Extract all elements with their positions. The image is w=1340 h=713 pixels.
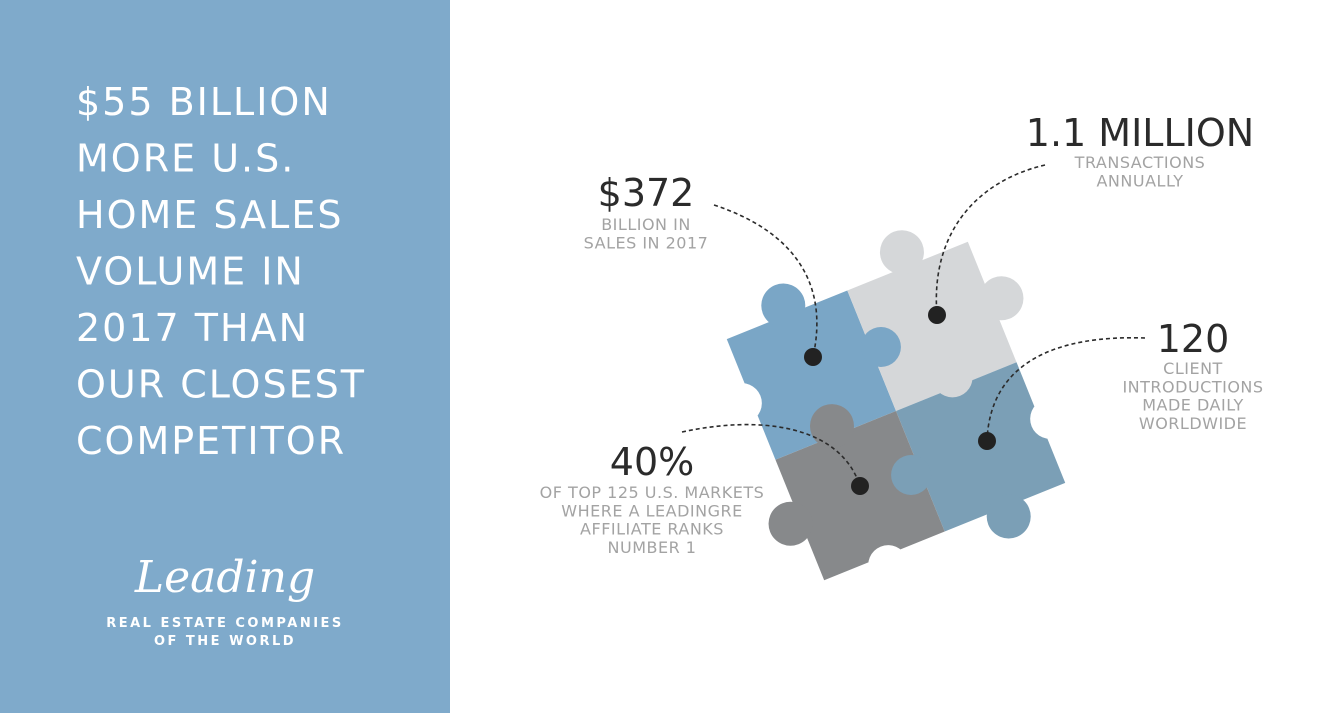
- socket: [1030, 398, 1071, 439]
- stat-value: 1.1 MILLION: [1026, 111, 1254, 155]
- stat-value: 40%: [610, 440, 694, 484]
- connector: [681, 423, 861, 487]
- knob: [979, 276, 1024, 321]
- knob: [761, 283, 806, 328]
- connector: [713, 204, 818, 358]
- stat-description: TRANSACTIONS: [1074, 153, 1206, 172]
- stat-description: WORLDWIDE: [1139, 414, 1247, 433]
- headline-line: MORE U.S.: [76, 137, 295, 181]
- stat-value: $372: [598, 171, 695, 215]
- knob: [891, 455, 932, 496]
- knob: [860, 326, 901, 367]
- stat-value: 120: [1157, 317, 1230, 361]
- headline-line: OUR CLOSEST: [76, 363, 366, 407]
- headline-line: COMPETITOR: [76, 419, 346, 463]
- stat-description: BILLION IN: [601, 215, 691, 234]
- left-panel: [0, 0, 450, 713]
- knob: [809, 404, 854, 449]
- connector: [986, 336, 1146, 442]
- stat-description: OF TOP 125 U.S. MARKETS: [540, 483, 765, 502]
- logo-script: Leading: [134, 552, 315, 603]
- dot: [851, 477, 869, 495]
- puzzle-piece: [847, 241, 1017, 411]
- headline: $55 BILLION MORE U.S. HOME SALES VOLUME IN 2…: [76, 80, 366, 463]
- stat-description: ANNUALLY: [1096, 171, 1183, 190]
- stat-description: INTRODUCTIONS: [1122, 377, 1263, 396]
- headline-line: 2017 THAN: [76, 306, 309, 350]
- headline-line: VOLUME IN: [76, 250, 305, 294]
- headline-line: HOME SALES: [76, 193, 343, 237]
- stat-description: SALES IN 2017: [584, 233, 709, 252]
- dot: [804, 348, 822, 366]
- stat-description: CLIENT: [1163, 359, 1223, 378]
- stat-description: MADE DAILY: [1142, 396, 1244, 415]
- stat-description: NUMBER 1: [608, 538, 697, 557]
- knob: [879, 230, 924, 275]
- puzzle: [721, 230, 1071, 586]
- logo-line: OF THE WORLD: [154, 634, 296, 649]
- socket: [721, 383, 762, 424]
- stat-description: WHERE A LEADINGRE: [561, 501, 742, 520]
- knob: [932, 357, 973, 398]
- headline-line: $55 BILLION: [76, 80, 332, 124]
- puzzle-piece: [726, 290, 896, 460]
- connector: [935, 164, 1046, 316]
- knob: [768, 501, 813, 546]
- knob: [986, 494, 1031, 539]
- dot: [978, 432, 996, 450]
- dot: [928, 306, 946, 324]
- socket: [868, 545, 909, 586]
- stat-description: AFFILIATE RANKS: [580, 520, 724, 539]
- puzzle-piece: [775, 411, 945, 581]
- logo-line: REAL ESTATE COMPANIES: [106, 616, 344, 631]
